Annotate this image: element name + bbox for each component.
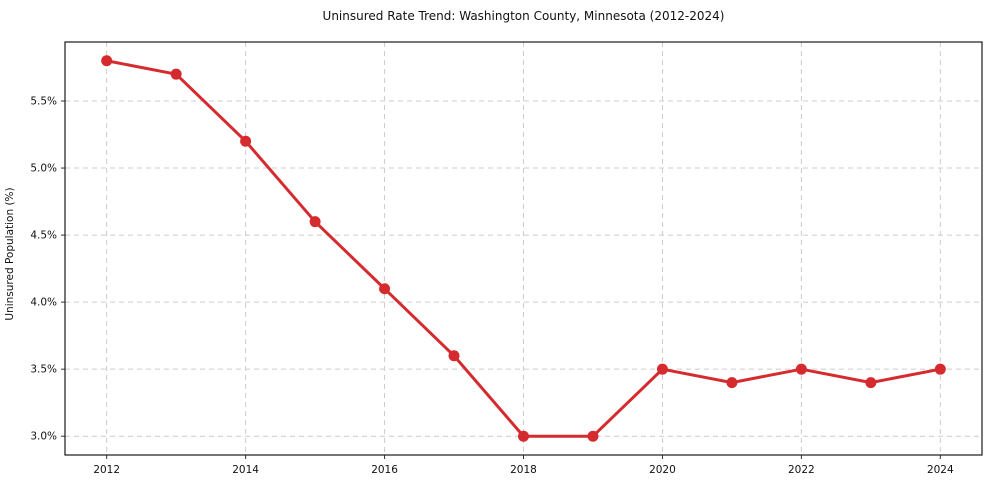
data-point-2023: [865, 377, 877, 389]
data-point-2020: [656, 363, 668, 375]
data-point-2017: [448, 350, 460, 362]
y-tick-label: 4.5%: [30, 230, 57, 242]
x-tick-label: 2014: [232, 464, 259, 476]
data-point-2013: [170, 68, 182, 80]
chart-title: Uninsured Rate Trend: Washington County,…: [322, 9, 725, 23]
x-tick-label: 2024: [927, 464, 954, 476]
x-tick-label: 2018: [510, 464, 537, 476]
data-point-2019: [587, 430, 599, 442]
data-point-2018: [518, 430, 529, 442]
plot-frame: [64, 41, 983, 456]
data-point-2021: [726, 377, 738, 389]
y-tick-label: 4.0%: [30, 297, 57, 309]
data-point-2022: [795, 363, 807, 375]
x-tick-label: 2022: [788, 464, 815, 476]
x-tick-label: 2012: [93, 464, 120, 476]
data-point-2016: [379, 283, 391, 295]
data-point-2012: [101, 55, 113, 67]
y-tick-label: 5.5%: [30, 96, 57, 108]
data-point-2024: [934, 363, 946, 375]
x-tick-label: 2016: [371, 464, 398, 476]
data-point-2014: [240, 135, 252, 147]
y-tick-label: 3.0%: [30, 431, 57, 443]
y-tick-label: 5.0%: [30, 163, 57, 175]
data-point-2015: [309, 216, 321, 228]
y-tick-label: 3.5%: [30, 364, 57, 376]
x-tick-label: 2020: [649, 464, 676, 476]
